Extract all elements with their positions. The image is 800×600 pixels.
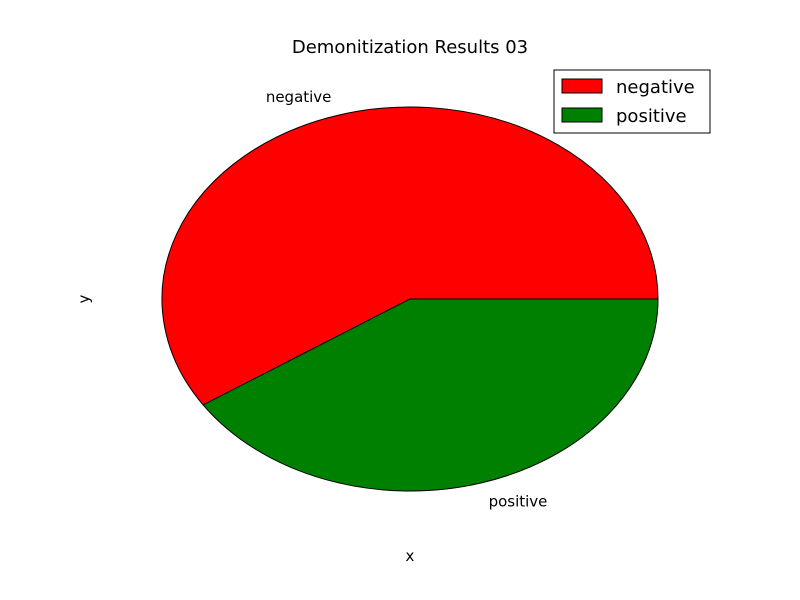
pie-slices — [161, 106, 659, 492]
y-axis-label: y — [75, 294, 93, 303]
legend-label-positive: positive — [616, 106, 687, 127]
legend-label-negative: negative — [616, 77, 695, 98]
x-axis-label: x — [406, 547, 415, 565]
slice-label-positive: positive — [489, 492, 548, 510]
pie-slice-negative — [161, 106, 659, 406]
legend-entries: negative positive — [561, 77, 695, 127]
pie-slice-labels: negative positive — [266, 88, 548, 511]
legend: negative positive — [553, 69, 711, 134]
legend-swatch-negative — [561, 78, 603, 94]
legend-swatch-positive — [561, 107, 603, 123]
pie-slice-positive — [202, 298, 659, 492]
chart-title: Demonitization Results 03 — [292, 37, 528, 58]
slice-label-negative: negative — [266, 88, 332, 106]
